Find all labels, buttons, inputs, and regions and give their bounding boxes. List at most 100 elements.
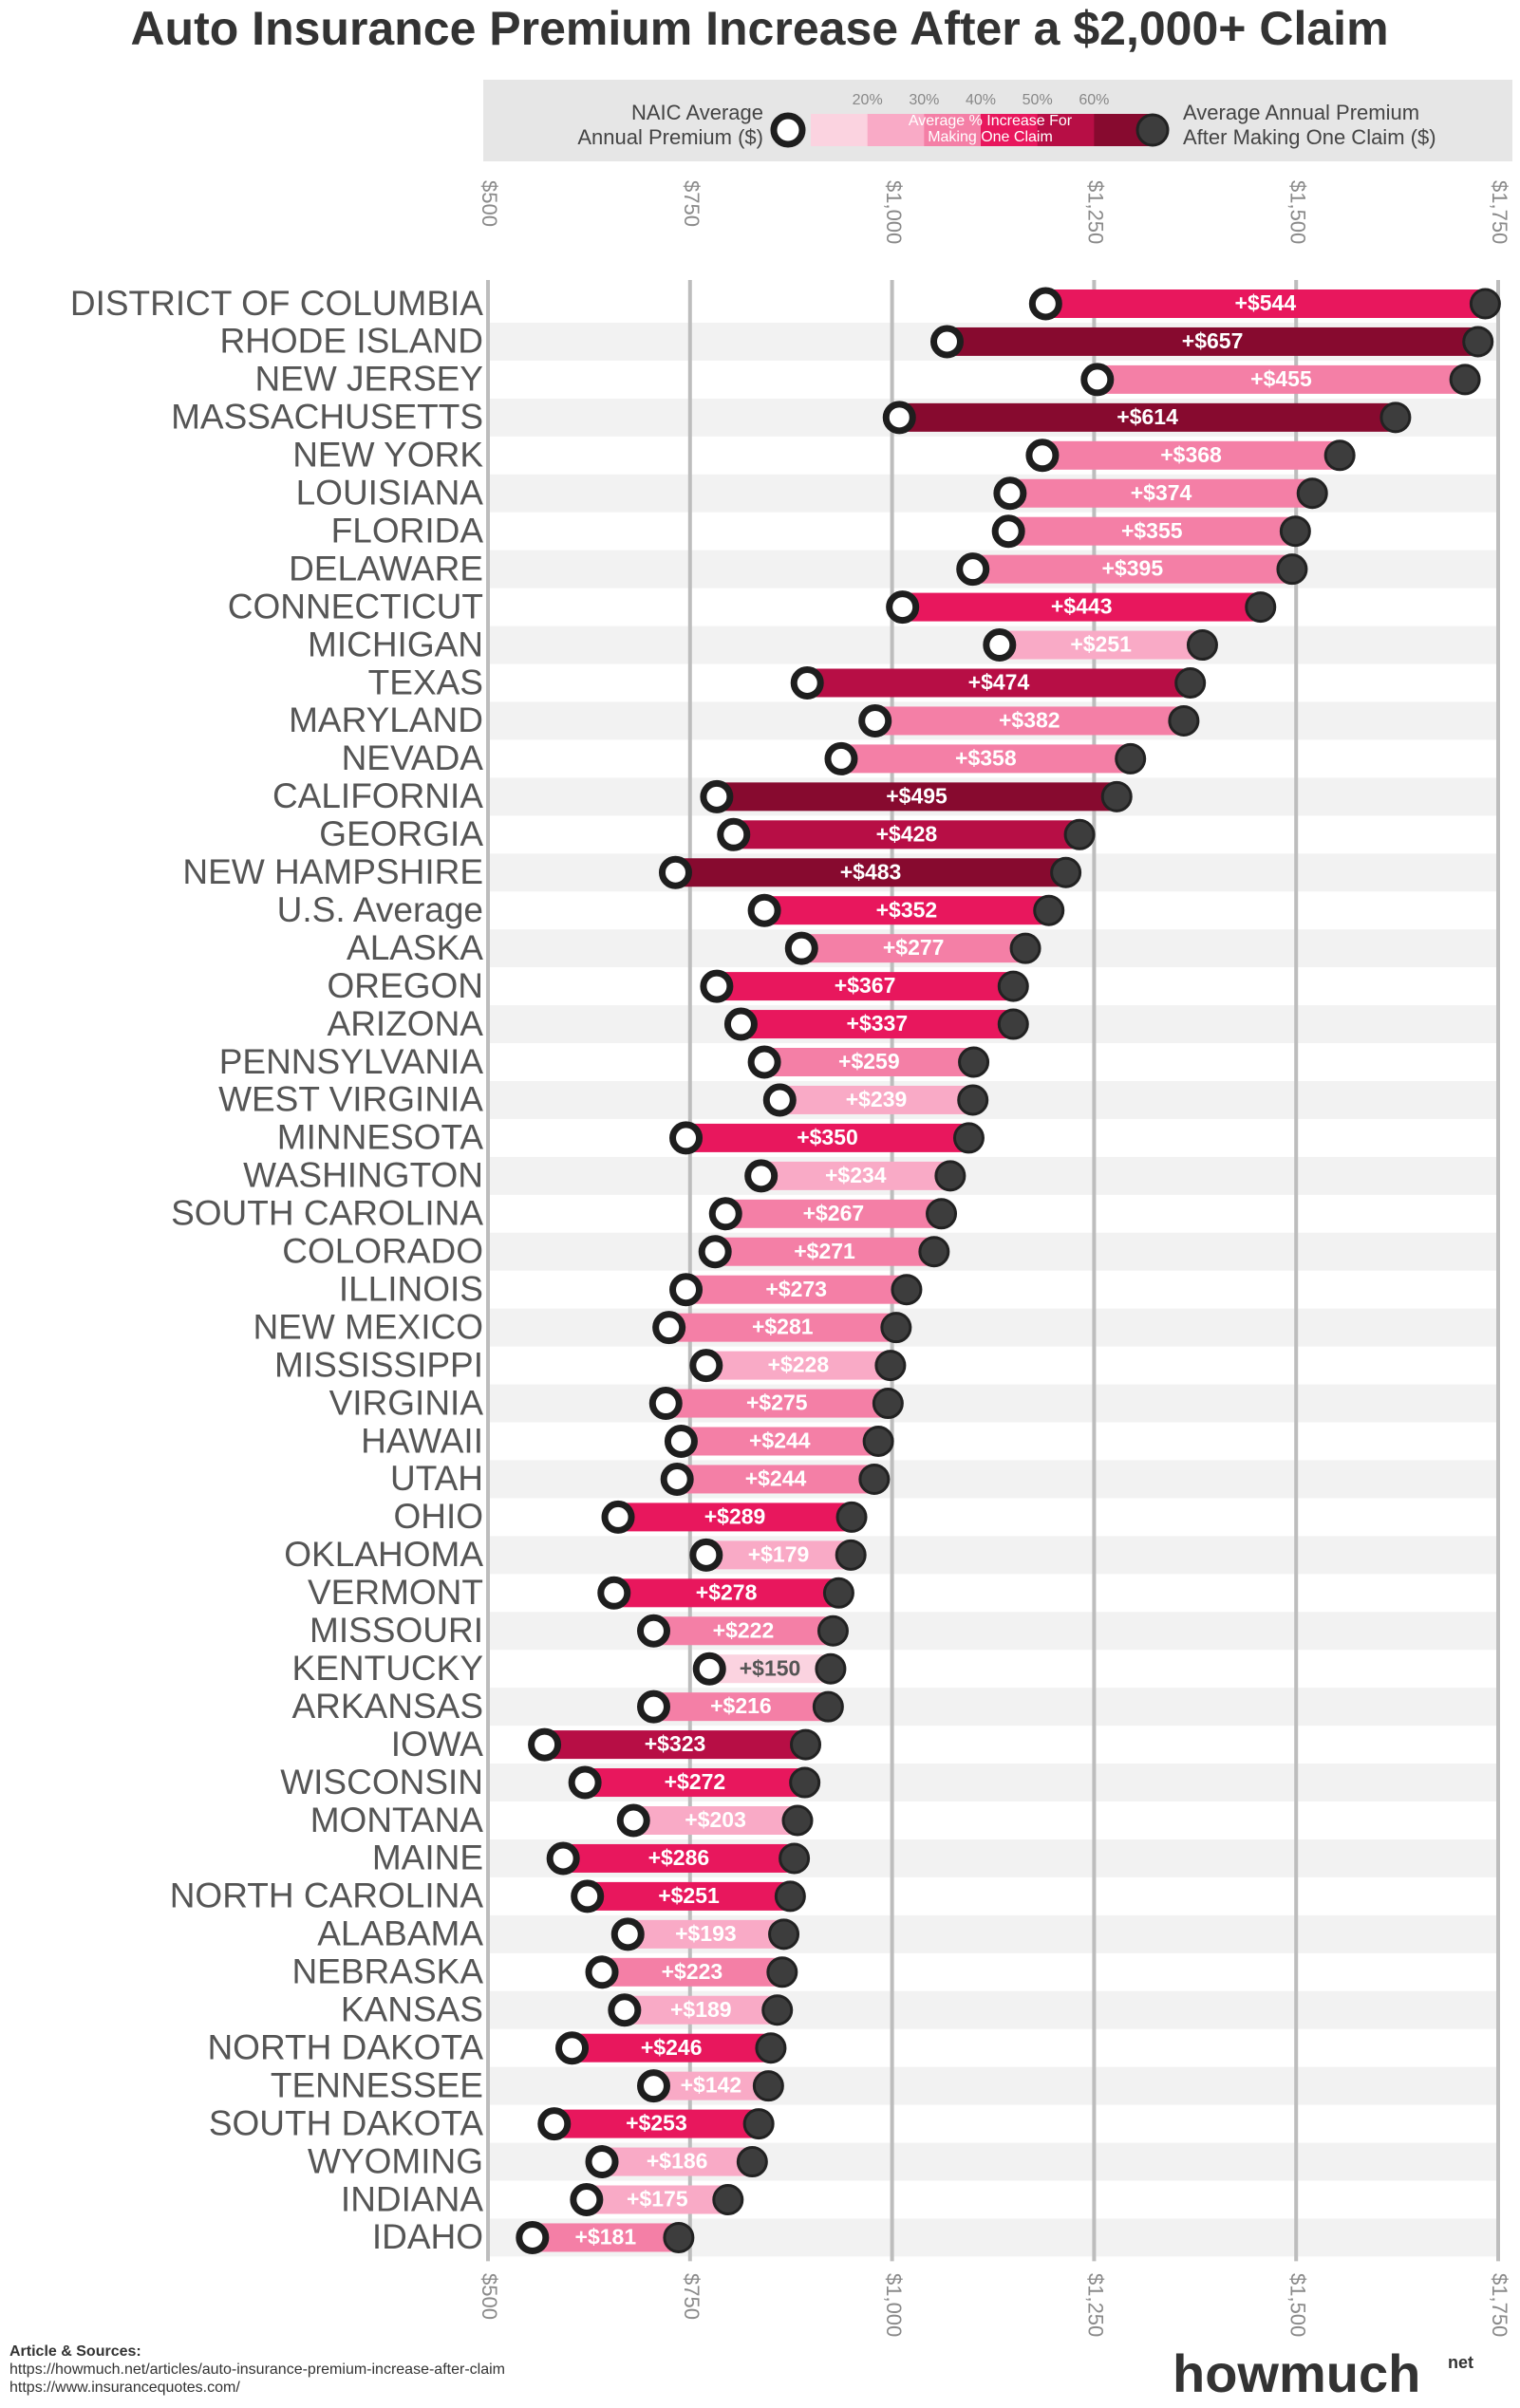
naic-point (601, 1500, 635, 1534)
after-claim-point (957, 1084, 989, 1116)
increase-bar (709, 1654, 831, 1684)
value-label: +$355 (1121, 518, 1183, 543)
category-label: LOUISIANA (296, 474, 484, 513)
category-label: ILLINOIS (339, 1269, 483, 1308)
legend-tick-label: 50% (1023, 92, 1053, 108)
naic-point (636, 1689, 670, 1724)
brand-suffix: net (1448, 2353, 1473, 2372)
value-label: +$216 (710, 1693, 772, 1718)
x-tick-label: $1,750 (1488, 180, 1511, 244)
increase-bar (1009, 478, 1313, 508)
after-claim-point (952, 1122, 985, 1154)
category-label: VIRGINIA (329, 1383, 484, 1422)
category-label: HAWAII (361, 1421, 483, 1460)
row-stripe (488, 1156, 1498, 1195)
after-claim-point (812, 1690, 844, 1723)
value-label: +$495 (886, 783, 948, 808)
naic-point (669, 1273, 704, 1307)
value-label: +$544 (1235, 290, 1297, 315)
increase-bar (532, 2223, 679, 2252)
category-label: MAINE (372, 1839, 483, 1877)
category-label: MARYLAND (289, 700, 483, 739)
increase-bar (764, 1048, 974, 1076)
x-tick-label: $1,000 (882, 2273, 906, 2337)
increase-bar (685, 1123, 969, 1152)
value-label: +$286 (648, 1845, 710, 1870)
increase-bar (602, 2147, 753, 2176)
naic-point (956, 552, 990, 587)
category-label: ARIZONA (328, 1004, 484, 1043)
footer-source: https://www.insurancequotes.com/ (9, 2380, 240, 2396)
naic-point (648, 1387, 683, 1421)
value-label: +$253 (626, 2111, 687, 2136)
increase-bar (999, 630, 1203, 660)
increase-bar (725, 1199, 942, 1228)
increase-bar (653, 1692, 829, 1722)
naic-point (636, 1614, 670, 1648)
value-label: +$275 (746, 1391, 808, 1415)
value-label: +$203 (685, 1807, 746, 1832)
after-claim-point (1186, 629, 1218, 662)
naic-point (744, 1159, 779, 1193)
after-claim-point (816, 1615, 849, 1647)
x-tick-label: $1,500 (1285, 180, 1309, 244)
increase-bar (685, 1275, 907, 1304)
after-claim-point (822, 1577, 854, 1609)
category-label: WISCONSIN (280, 1763, 483, 1801)
value-label: +$455 (1250, 366, 1312, 391)
naic-point (983, 628, 1017, 663)
naic-point (790, 666, 824, 700)
category-label: MASSACHUSETTS (171, 398, 483, 437)
increase-bar (666, 1389, 889, 1418)
category-label: NORTH DAKOTA (207, 2027, 483, 2066)
row-stripe (488, 1460, 1498, 1499)
increase-bar (1045, 289, 1486, 318)
naic-point (717, 817, 751, 851)
naic-point (991, 514, 1025, 549)
value-label: +$222 (713, 1617, 775, 1642)
value-label: +$193 (675, 1921, 737, 1946)
increase-bar (705, 1540, 852, 1570)
naic-point (652, 1311, 686, 1345)
increase-bar (653, 1616, 834, 1646)
after-claim-point (874, 1350, 907, 1382)
category-label: COLORADO (282, 1232, 483, 1271)
value-label: +$428 (876, 821, 938, 846)
naic-point (546, 1841, 580, 1876)
increase-bar (741, 1010, 1014, 1039)
category-label: MISSISSIPPI (274, 1345, 483, 1384)
value-label: +$150 (740, 1655, 801, 1680)
brand: howmuch (1173, 2343, 1420, 2403)
increase-bar (668, 1313, 896, 1342)
category-label: NORTH CAROLINA (170, 1876, 484, 1915)
after-claim-point (872, 1388, 904, 1420)
after-claim-point (835, 1539, 867, 1571)
legend-after-point (1135, 113, 1170, 147)
category-label: DISTRICT OF COLUMBIA (70, 284, 483, 323)
value-label: +$259 (838, 1049, 900, 1073)
value-label: +$246 (641, 2035, 703, 2060)
value-label: +$323 (645, 1731, 706, 1756)
increase-bar (624, 1995, 778, 2025)
value-label: +$244 (749, 1428, 811, 1453)
increase-bar (602, 1957, 782, 1987)
after-claim-point (779, 1842, 811, 1875)
category-label: ALABAMA (317, 1914, 483, 1953)
legend-label: NAIC Average (631, 101, 763, 124)
naic-point (723, 1007, 758, 1041)
after-claim-point (1063, 818, 1096, 850)
increase-bar (563, 1843, 795, 1873)
naic-point (660, 1462, 694, 1496)
category-label: NEW MEXICO (253, 1307, 483, 1346)
value-label: +$244 (745, 1466, 807, 1491)
naic-point (689, 1349, 723, 1383)
row-stripe (488, 1080, 1498, 1119)
increase-bar (733, 820, 1080, 849)
value-label: +$443 (1051, 594, 1113, 619)
category-label: MINNESOTA (277, 1118, 484, 1157)
after-claim-point (1449, 364, 1481, 396)
after-claim-point (781, 1804, 814, 1837)
naic-point (1025, 439, 1060, 473)
category-label: WEST VIRGINIA (218, 1080, 483, 1119)
after-claim-point (768, 1918, 800, 1951)
